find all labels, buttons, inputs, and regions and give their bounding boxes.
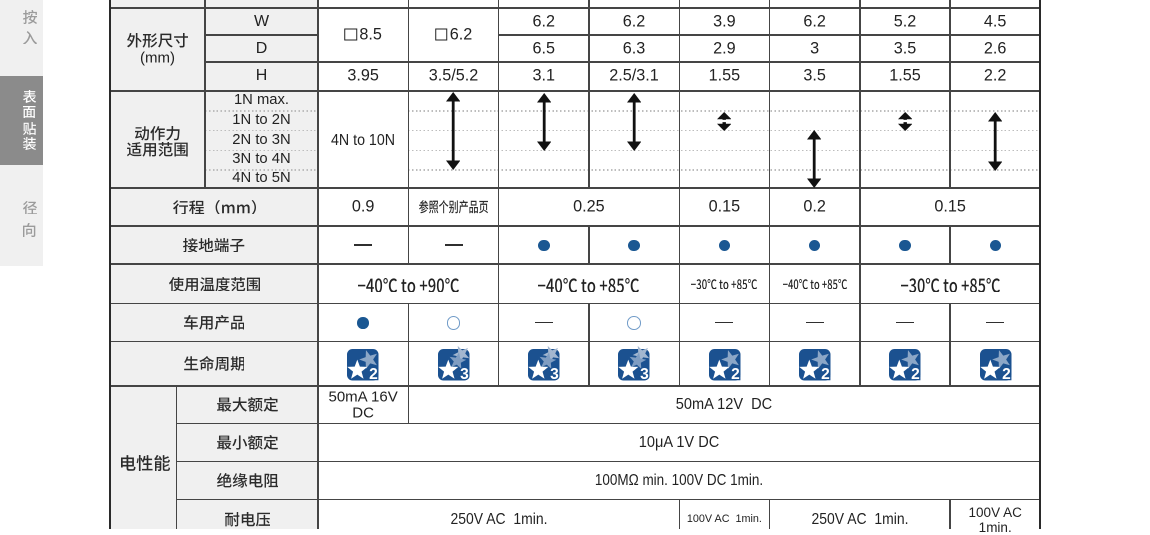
svg-text:2: 2 (821, 366, 830, 383)
svg-text:2: 2 (731, 366, 740, 383)
svg-text:3: 3 (640, 366, 649, 383)
svg-text:2: 2 (1002, 366, 1011, 383)
svg-text:2: 2 (911, 366, 920, 383)
svg-text:3: 3 (460, 366, 469, 383)
svg-text:3: 3 (550, 366, 559, 383)
svg-text:2: 2 (370, 366, 379, 383)
